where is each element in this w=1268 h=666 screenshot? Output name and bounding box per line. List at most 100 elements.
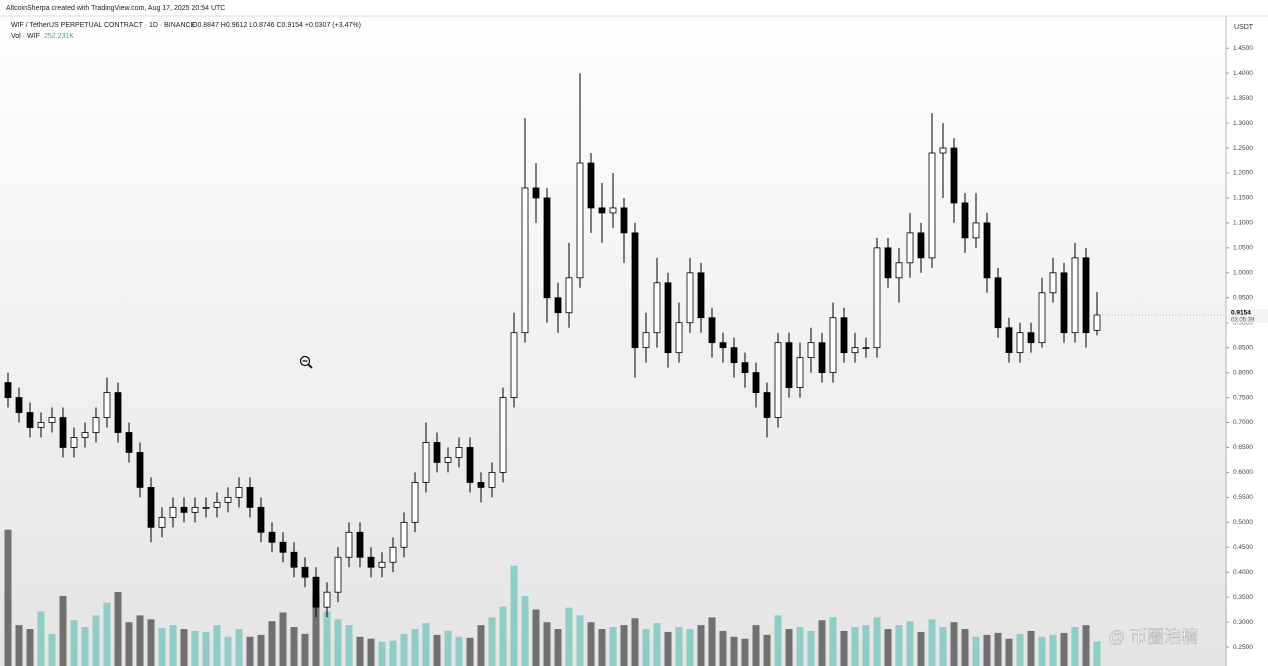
y-tick-label: 1.3500 bbox=[1233, 95, 1253, 102]
candle-body bbox=[983, 222, 991, 279]
volume-bar bbox=[1038, 636, 1046, 666]
volume-bar bbox=[697, 625, 705, 666]
candle-body bbox=[466, 447, 474, 483]
volume-bar bbox=[774, 615, 782, 666]
y-tick-label: 0.3500 bbox=[1233, 594, 1253, 601]
y-tick-label: 0.5500 bbox=[1233, 494, 1253, 501]
candle-body bbox=[367, 556, 375, 568]
candle-body bbox=[246, 486, 254, 508]
candle-body bbox=[576, 162, 584, 279]
candle-body bbox=[180, 506, 188, 513]
candle-body bbox=[895, 262, 903, 279]
y-tick-label: 0.8000 bbox=[1233, 369, 1253, 376]
candle-body bbox=[862, 347, 870, 350]
candle-body bbox=[686, 272, 694, 324]
candle-body bbox=[37, 422, 45, 428]
y-tick-label: 0.5000 bbox=[1233, 519, 1253, 526]
volume-bar bbox=[488, 617, 496, 666]
candle-body bbox=[301, 566, 309, 578]
axis-title: USDT bbox=[1234, 24, 1254, 31]
candle-body bbox=[554, 297, 562, 314]
candle-body bbox=[356, 531, 364, 558]
volume-bar bbox=[257, 634, 265, 666]
candle-body bbox=[994, 277, 1002, 329]
volume-bar bbox=[455, 636, 463, 666]
y-tick-label: 0.9500 bbox=[1233, 294, 1253, 301]
volume-bar bbox=[961, 629, 969, 666]
candle-body bbox=[972, 222, 980, 239]
volume-bar bbox=[906, 621, 914, 666]
y-tick-label: 1.1500 bbox=[1233, 195, 1253, 202]
candle-body bbox=[224, 496, 232, 503]
volume-bar bbox=[873, 617, 881, 666]
candle-body bbox=[158, 516, 166, 528]
y-tick-label: 0.4000 bbox=[1233, 569, 1253, 576]
candle-body bbox=[1038, 292, 1046, 344]
volume-bar bbox=[48, 633, 56, 666]
volume-bar bbox=[70, 620, 78, 666]
candle-body bbox=[950, 147, 958, 204]
candle-body bbox=[257, 506, 265, 533]
candle-body bbox=[103, 392, 111, 418]
volume-bar bbox=[620, 625, 628, 666]
volume-title: Vol · WIF bbox=[11, 33, 40, 40]
candle-body bbox=[345, 531, 353, 558]
y-tick-label: 1.0500 bbox=[1233, 245, 1253, 252]
candle-body bbox=[510, 332, 518, 398]
candle-body bbox=[15, 397, 23, 413]
candle-body bbox=[26, 412, 34, 428]
volume-bar bbox=[554, 629, 562, 666]
volume-bar bbox=[26, 629, 34, 666]
candle-body bbox=[444, 457, 452, 463]
y-tick-label: 0.6500 bbox=[1233, 444, 1253, 451]
volume-bar bbox=[37, 611, 45, 666]
y-tick-label: 0.4500 bbox=[1233, 544, 1253, 551]
candle-body bbox=[411, 482, 419, 523]
symbol: WIF / TetherUS PERPETUAL CONTRACT · 1D ·… bbox=[11, 22, 196, 29]
volume-bar bbox=[411, 629, 419, 666]
candle-body bbox=[521, 187, 529, 334]
volume-bar bbox=[213, 625, 221, 666]
volume-bar bbox=[741, 638, 749, 666]
candle-body bbox=[378, 561, 386, 568]
volume-bar bbox=[1082, 625, 1090, 666]
volume-bar bbox=[1027, 630, 1035, 666]
volume-bar bbox=[609, 627, 617, 666]
y-tick-label: 1.0000 bbox=[1233, 270, 1253, 277]
volume-bar bbox=[136, 615, 144, 666]
volume-bar bbox=[807, 630, 815, 666]
candle-body bbox=[455, 447, 463, 458]
volume-bar bbox=[895, 625, 903, 666]
volume-bar bbox=[1093, 641, 1101, 666]
volume-bar bbox=[851, 627, 859, 666]
credit: AltcoinSherpa created with TradingView.c… bbox=[6, 5, 225, 12]
volume-bar bbox=[950, 622, 958, 666]
candle-body bbox=[532, 187, 540, 199]
volume-bar bbox=[752, 625, 760, 666]
candle-body bbox=[598, 207, 606, 214]
candle-body bbox=[642, 332, 650, 349]
candle-body bbox=[1071, 257, 1079, 334]
y-tick-label: 0.6000 bbox=[1233, 469, 1253, 476]
volume-bar bbox=[829, 617, 837, 666]
volume-bar bbox=[356, 636, 364, 666]
price-axis-bg bbox=[1227, 17, 1268, 666]
volume-bar bbox=[268, 621, 276, 666]
volume-bar bbox=[15, 625, 23, 666]
volume-bar bbox=[983, 634, 991, 666]
candle-body bbox=[840, 317, 848, 354]
zoom-cursor bbox=[299, 355, 313, 369]
candle-body bbox=[92, 417, 100, 433]
ohlc: O0.8847 H0.9612 L0.8746 C0.9154 +0.0307 … bbox=[192, 22, 361, 29]
candle-body bbox=[939, 147, 947, 154]
volume-bar bbox=[4, 529, 12, 666]
candle-body bbox=[587, 162, 595, 209]
candle-body bbox=[70, 437, 78, 448]
candle-body bbox=[1027, 332, 1035, 344]
volume-bar bbox=[59, 595, 67, 666]
candle-body bbox=[928, 152, 936, 259]
candle-body bbox=[763, 392, 771, 418]
candle-body bbox=[565, 277, 573, 314]
y-tick-label: 1.4500 bbox=[1233, 45, 1253, 52]
candle-body bbox=[81, 432, 89, 438]
